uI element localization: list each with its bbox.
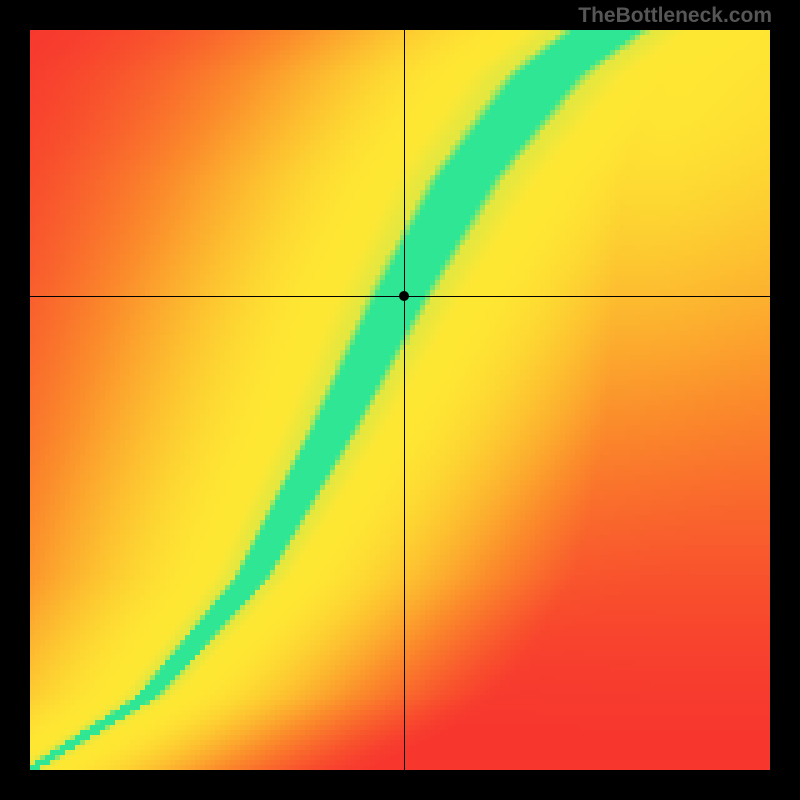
watermark-text: TheBottleneck.com xyxy=(578,4,772,28)
heatmap-plot xyxy=(30,30,770,770)
crosshair-marker xyxy=(399,291,409,301)
heatmap-canvas xyxy=(30,30,770,770)
crosshair-vertical xyxy=(404,30,405,770)
